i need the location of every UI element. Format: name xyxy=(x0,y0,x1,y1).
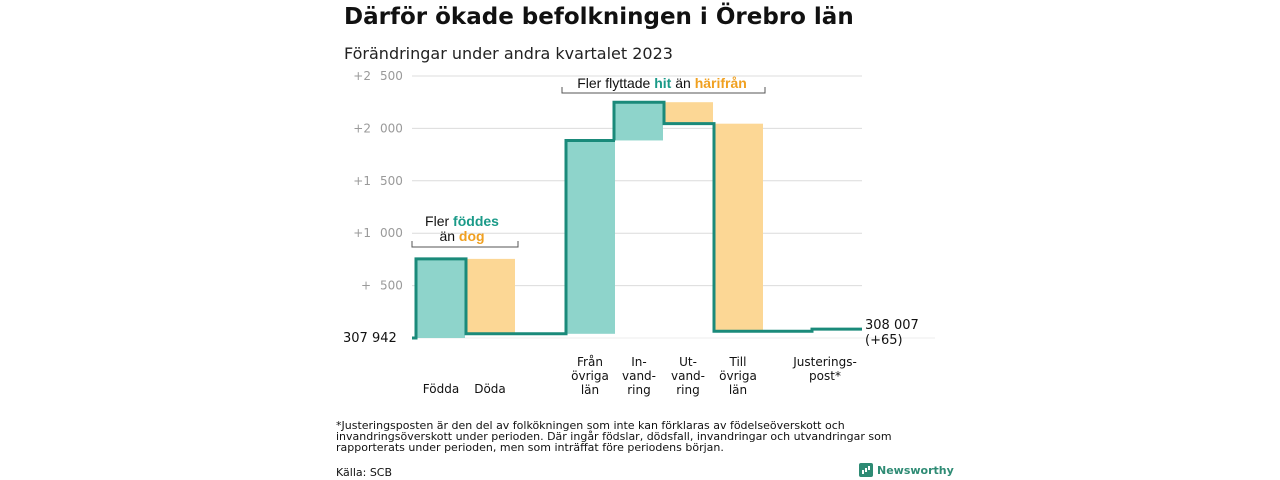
bar-increase xyxy=(614,102,663,141)
end-value-label: 308 007 xyxy=(865,318,919,333)
category-label: vand- xyxy=(622,369,656,383)
category-label: län xyxy=(581,383,599,397)
y-tick-label-sign: +1 xyxy=(353,226,371,240)
y-tick-label-sign: +2 xyxy=(353,121,371,135)
source-label: Källa: SCB xyxy=(336,466,393,479)
annotation-bracket xyxy=(411,241,519,248)
annotation-text-part: Fler xyxy=(425,213,453,229)
end-change-label: (+65) xyxy=(865,333,903,348)
bar-decrease xyxy=(466,258,515,334)
waterfall-chart: +500 +1 000 +1 500 +2 000 +2 500 307 942 308 007(+… xyxy=(343,69,935,397)
annotation-text-part: än xyxy=(671,75,694,91)
y-tick-label-sign: +2 xyxy=(353,69,371,83)
y-tick-label-number: 000 xyxy=(380,121,403,135)
y-tick-label-sign: + xyxy=(361,279,371,293)
category-label: Från xyxy=(577,355,603,369)
category-label: vand- xyxy=(671,369,705,383)
start-value-label: 307 942 xyxy=(343,331,397,346)
chart-logo-icon xyxy=(859,463,873,477)
annotation-text-part: än xyxy=(439,228,458,244)
footnote: *Justeringsposten är den del av folkökni… xyxy=(336,419,892,454)
category-label: Justerings- xyxy=(792,355,857,369)
category-label: län xyxy=(729,383,747,397)
y-tick-label-number: 000 xyxy=(380,226,403,240)
brand-name: Newsworthy xyxy=(877,463,954,477)
category-label: Döda xyxy=(474,382,506,396)
category-label: Födda xyxy=(423,382,459,396)
cumulative-step-line xyxy=(412,100,862,340)
category-label: ring xyxy=(676,383,700,397)
bar-decrease xyxy=(714,123,763,332)
annotation-text-part: härifrån xyxy=(695,75,747,91)
y-tick-label-number: 500 xyxy=(380,174,403,188)
chart-title: Därför ökade befolkningen i Örebro län xyxy=(344,4,854,30)
category-label: Till xyxy=(729,355,747,369)
annotation-text-part: dog xyxy=(459,228,485,244)
category-label: ring xyxy=(627,383,651,397)
y-tick-label-number: 500 xyxy=(380,69,403,83)
annotation-text-part: hit xyxy=(654,75,671,91)
annotation-text-part: Fler flyttade xyxy=(577,75,654,91)
category-label: övriga xyxy=(571,369,609,383)
annotation-bracket xyxy=(561,87,766,94)
category-label: post* xyxy=(809,369,841,383)
chart-subtitle: Förändringar under andra kvartalet 2023 xyxy=(344,44,673,63)
annotation-migration: Fler flyttade hit än härifrån xyxy=(577,75,747,91)
annotation-births-line2: än dog xyxy=(439,228,484,244)
brand-logo: Newsworthy xyxy=(859,463,954,477)
category-label: Ut- xyxy=(679,355,697,369)
annotation-births-line1: Fler föddes xyxy=(425,213,499,229)
y-tick-label-sign: +1 xyxy=(353,174,371,188)
category-label: In- xyxy=(631,355,646,369)
bar-increase xyxy=(566,140,615,334)
annotation-text-part: föddes xyxy=(453,213,499,229)
category-label: övriga xyxy=(719,369,757,383)
bar-decrease xyxy=(664,102,713,124)
bar-increase xyxy=(416,258,465,338)
y-tick-label-number: 500 xyxy=(380,279,403,293)
